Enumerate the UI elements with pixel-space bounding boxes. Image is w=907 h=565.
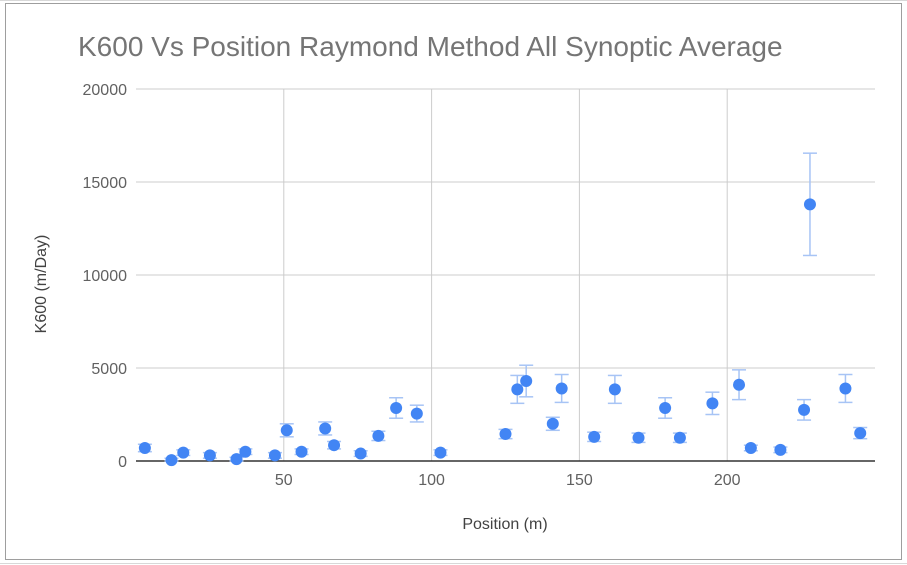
data-points [138, 198, 867, 467]
data-point [138, 441, 151, 454]
data-point [803, 198, 816, 211]
data-point [608, 383, 621, 396]
tick-labels: 0 5000 10000 15000 20000 50 100 150 200 [83, 82, 741, 489]
x-tick-label: 150 [566, 472, 593, 489]
grid-layer [136, 88, 875, 462]
chart-title: K600 Vs Position Raymond Method All Syno… [78, 31, 783, 62]
data-point [203, 449, 216, 462]
data-point [733, 378, 746, 391]
data-point [177, 446, 190, 459]
data-point [632, 431, 645, 444]
data-point [546, 417, 559, 430]
x-axis-label: Position (m) [462, 516, 547, 533]
x-tick-label: 100 [418, 472, 445, 489]
data-point [230, 453, 243, 466]
data-point [706, 397, 719, 410]
data-point [499, 428, 512, 441]
data-point [511, 383, 524, 396]
data-point [268, 449, 281, 462]
y-tick-label: 15000 [83, 175, 128, 192]
y-axis-label: K600 (m/Day) [33, 235, 50, 334]
data-point [165, 454, 178, 467]
data-point [839, 382, 852, 395]
data-point [354, 447, 367, 460]
data-point [673, 431, 686, 444]
y-tick-label: 10000 [83, 268, 128, 285]
data-point [390, 401, 403, 414]
data-point [328, 439, 341, 452]
chart-container[interactable] [5, 3, 902, 560]
data-point [854, 427, 867, 440]
x-tick-label: 200 [714, 472, 741, 489]
y-tick-label: 5000 [91, 361, 127, 378]
data-point [520, 375, 533, 388]
data-point [659, 401, 672, 414]
data-point [434, 446, 447, 459]
data-point [280, 424, 293, 437]
data-point [744, 441, 757, 454]
data-point [555, 382, 568, 395]
data-point [319, 422, 332, 435]
gridline [0, 563, 907, 564]
data-point [798, 403, 811, 416]
data-point [372, 429, 385, 442]
data-point [239, 445, 252, 458]
y-tick-label: 20000 [83, 82, 128, 99]
gridline [0, 0, 907, 1]
data-point [588, 430, 601, 443]
data-point [295, 445, 308, 458]
data-point [410, 407, 423, 420]
error-bars [137, 152, 868, 462]
data-point [774, 443, 787, 456]
y-tick-label: 0 [118, 454, 127, 471]
x-tick-label: 50 [275, 472, 293, 489]
